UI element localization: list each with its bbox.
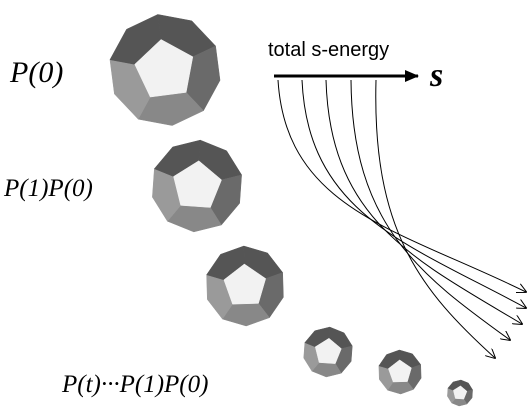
face (314, 337, 342, 364)
curve (277, 79, 526, 292)
face (134, 39, 194, 98)
face (173, 160, 222, 208)
arrow-symbol: s (429, 57, 443, 94)
face (388, 359, 412, 383)
polyhedra (109, 14, 474, 407)
label-p1p0: P(1)P(0) (3, 175, 93, 202)
curve (350, 79, 510, 340)
label-p0: P(0) (9, 56, 63, 89)
label-ptp0: P(t)···P(1)P(0) (61, 371, 208, 398)
face (223, 263, 267, 305)
arrow-label: total s-energy (268, 39, 389, 61)
curve (301, 79, 526, 308)
curve (375, 79, 495, 358)
curve (325, 79, 522, 324)
curves (277, 79, 526, 358)
face (453, 385, 468, 400)
